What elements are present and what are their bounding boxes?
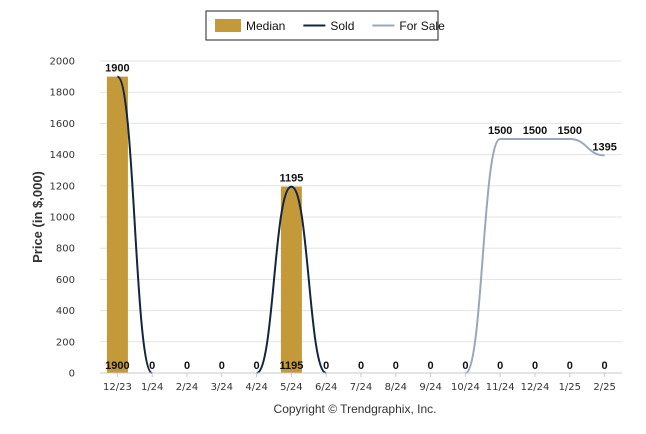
legend-label-for-sale: For Sale (399, 19, 445, 33)
y-tick-label: 1000 (50, 213, 75, 224)
data-label: 0 (358, 360, 364, 372)
data-label: 1500 (523, 125, 547, 137)
x-tick-label: 2/25 (593, 382, 615, 393)
data-label: 0 (184, 360, 190, 372)
data-label: 0 (254, 360, 260, 372)
legend-label-median: Median (246, 19, 285, 33)
bar-median (106, 76, 128, 373)
copyright-text: Copyright © Trendgraphix, Inc. (274, 402, 437, 416)
data-label: 1500 (558, 125, 582, 137)
line-sold (256, 185, 327, 374)
x-tick-label: 8/24 (385, 382, 407, 393)
x-tick-label: 12/24 (521, 382, 550, 393)
data-labels: 1900 1900 0 0 0 0 1195 1195 0 0 0 0 0 0 1500 0 1500 0 1500… (105, 63, 617, 372)
x-tick-label: 3/24 (211, 382, 233, 393)
x-tick-label: 12/23 (103, 382, 132, 393)
y-tick-label: 1200 (50, 181, 75, 192)
y-tick-label: 1400 (50, 150, 75, 161)
x-tick-label: 5/24 (280, 382, 302, 393)
data-label: 1195 (279, 360, 303, 372)
y-tick-label: 800 (56, 244, 75, 255)
x-tick-label: 1/24 (141, 382, 163, 393)
data-label: 0 (497, 360, 503, 372)
data-label: 0 (219, 360, 225, 372)
axes: 0 200 400 600 800 1000 1200 1400 1600 1800 2000 12/… (50, 57, 622, 393)
series-lines (116, 75, 605, 374)
data-label: 1500 (488, 125, 512, 137)
legend-swatch-median (215, 19, 241, 32)
data-label: 0 (602, 360, 608, 372)
data-label: 0 (462, 360, 468, 372)
y-tick-label: 600 (56, 275, 75, 286)
x-tick-label: 4/24 (245, 382, 267, 393)
x-tick-label: 6/24 (315, 382, 337, 393)
y-axis-label: Price (in $,000) (30, 171, 45, 263)
x-tick-label: 7/24 (350, 382, 372, 393)
grid (100, 60, 622, 374)
line-sold (116, 75, 154, 374)
x-tick-label: 9/24 (419, 382, 441, 393)
y-tick-label: 1600 (50, 119, 75, 130)
data-label: 1900 (105, 63, 129, 75)
bars (106, 76, 302, 373)
bar-median (280, 186, 302, 373)
data-label: 0 (532, 360, 538, 372)
x-tick-label: 11/24 (486, 382, 515, 393)
data-label: 0 (323, 360, 329, 372)
data-label: 0 (149, 360, 155, 372)
data-label: 0 (393, 360, 399, 372)
y-tick-label: 0 (69, 369, 75, 380)
x-tick-label: 10/24 (451, 382, 480, 393)
y-tick-label: 1800 (50, 88, 75, 99)
x-tick-label: 1/25 (559, 382, 581, 393)
line-for-sale (464, 138, 605, 374)
data-label: 1900 (105, 360, 129, 372)
data-label: 1195 (279, 173, 303, 185)
legend-label-sold: Sold (330, 19, 354, 33)
data-label: 0 (567, 360, 573, 372)
x-tick-label: 2/24 (176, 382, 198, 393)
data-label: 0 (428, 360, 434, 372)
y-tick-label: 200 (56, 337, 75, 348)
y-tick-label: 400 (56, 306, 75, 317)
data-label: 1395 (592, 141, 616, 153)
y-tick-label: 2000 (50, 57, 75, 68)
legend: Median Sold For Sale (205, 10, 445, 41)
